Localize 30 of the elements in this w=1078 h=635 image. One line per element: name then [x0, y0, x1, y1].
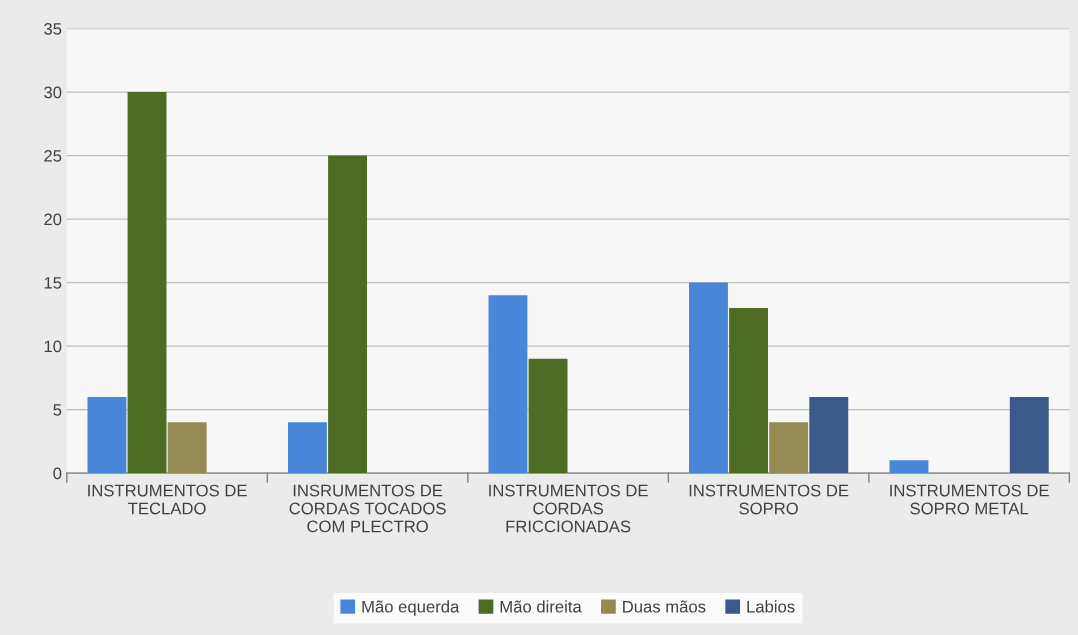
bar: [167, 422, 207, 474]
x-tick-label: INSTRUMENTOS DE CORDAS FRICCIONADAS: [489, 484, 648, 533]
y-tick-label: 25: [44, 149, 62, 162]
bar: [488, 295, 528, 474]
legend-label: Duas mãos: [623, 600, 706, 613]
bar: [1009, 396, 1049, 474]
x-tick-label: INSTRUMENTOS DE SOPRO: [689, 484, 849, 515]
bar: [809, 396, 849, 474]
y-tick-label: 5: [53, 404, 62, 416]
y-tick-label: 35: [44, 22, 62, 35]
x-tick-label: INSTRUMENTOS DE TECLADO: [88, 484, 247, 515]
y-tick-label: 30: [44, 86, 62, 99]
bar: [689, 282, 728, 474]
x-tick-label: INSRUMENTOS DE CORDAS TOCADOS COM PLECTRO: [289, 484, 446, 533]
bar: [528, 358, 568, 474]
y-tick-label: 10: [44, 340, 62, 353]
bar: [288, 422, 327, 474]
legend-label: Mão direita: [500, 600, 582, 613]
legend-label: Labios: [747, 600, 795, 613]
y-tick-label: 0: [53, 467, 62, 480]
bar: [769, 422, 809, 474]
y-tick-label: 20: [44, 213, 62, 226]
bar: [889, 460, 929, 474]
bar: [729, 307, 769, 474]
bar: [328, 155, 367, 474]
legend-label: Mão equerda: [362, 600, 460, 616]
y-tick-label: 15: [44, 277, 62, 289]
x-tick-label: INSTRUMENTOS DE SOPRO METAL: [890, 484, 1049, 515]
bar: [127, 92, 167, 474]
bar: [87, 396, 127, 474]
